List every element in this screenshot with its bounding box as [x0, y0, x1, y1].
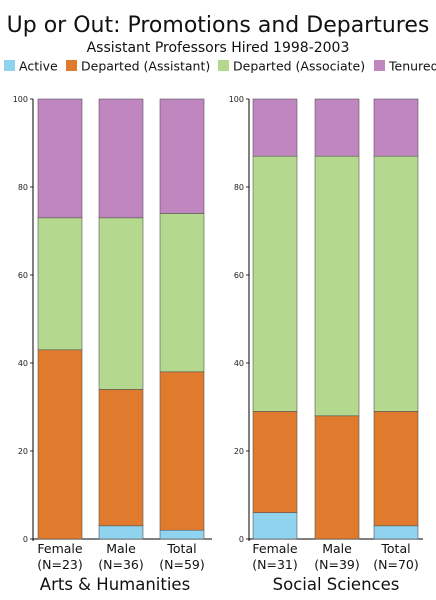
- y-tick-label: 20: [18, 447, 28, 456]
- legend-label-tenured: Tenured: [388, 59, 436, 74]
- bar-segment-departed-associate: [37, 217, 83, 351]
- bar-segment-departed-associate: [98, 217, 144, 390]
- panels: 020406080100Female(N=23)Male(N=36)Total(…: [13, 95, 423, 594]
- bar-segment-departed-associate: [159, 213, 205, 373]
- bar-segment-tenured: [98, 98, 144, 219]
- bar-segment-active: [98, 525, 144, 540]
- y-tick-label: 60: [234, 271, 244, 280]
- chart-title: Up or Out: Promotions and Departures: [7, 13, 430, 38]
- y-tick-label: 40: [18, 359, 28, 368]
- bar-segment-departed-assistant: [314, 415, 360, 540]
- category-label: Total: [166, 541, 196, 556]
- legend-swatch-tenured: [374, 60, 385, 71]
- panel-title-social-sciences: Social Sciences: [273, 575, 400, 594]
- legend-label-active: Active: [19, 59, 58, 74]
- category-count-label: (N=31): [252, 557, 297, 572]
- category-count-label: (N=59): [159, 557, 204, 572]
- bar-segment-active: [159, 529, 205, 540]
- category-count-label: (N=39): [314, 557, 359, 572]
- y-tick-label: 40: [234, 359, 244, 368]
- bar-segment-departed-associate: [314, 155, 360, 417]
- y-tick-label: 20: [234, 447, 244, 456]
- legend-label-departed-associate: Departed (Associate): [233, 59, 365, 74]
- y-tick-label: 60: [18, 271, 28, 280]
- y-tick-label: 100: [229, 95, 244, 104]
- bar-segment-departed-associate: [373, 155, 419, 412]
- legend-label-departed-assistant: Departed (Assistant): [81, 59, 210, 74]
- category-count-label: (N=23): [37, 557, 82, 572]
- bar-segment-active: [373, 525, 419, 540]
- bar-segment-active: [252, 512, 298, 540]
- bar-segment-departed-assistant: [37, 349, 83, 540]
- y-tick-label: 0: [239, 535, 244, 544]
- bar-segment-tenured: [252, 98, 298, 157]
- category-label: Male: [322, 541, 352, 556]
- bar-segment-departed-assistant: [98, 389, 144, 527]
- panel-social-sciences: 0 20 40 60 80 100 Female(N=31) Male(N=39) Total(…: [229, 95, 423, 594]
- bar-segment-tenured: [37, 98, 83, 219]
- panel-title-arts-humanities: Arts & Humanities: [40, 575, 190, 594]
- bar-segment-departed-associate: [252, 155, 298, 412]
- y-tick-label: 80: [18, 183, 28, 192]
- legend-swatch-active: [4, 60, 15, 71]
- y-tick-label: 0: [23, 535, 28, 544]
- bar-segment-tenured: [159, 98, 205, 214]
- bar-segment-departed-assistant: [252, 411, 298, 513]
- chart-subtitle: Assistant Professors Hired 1998-2003: [87, 40, 350, 56]
- bar-segment-tenured: [373, 98, 419, 157]
- bar-segment-tenured: [314, 98, 360, 157]
- bar-segment-departed-assistant: [159, 371, 205, 531]
- y-tick-label: 80: [234, 183, 244, 192]
- category-count-label: (N=36): [98, 557, 143, 572]
- panel-arts-humanities: 0 20 40 60 80 100 Female(N=23) Male(N=36) Total(…: [13, 95, 212, 594]
- category-label: Female: [37, 541, 83, 556]
- bar-segment-departed-assistant: [373, 411, 419, 527]
- category-label: Female: [252, 541, 298, 556]
- category-label: Male: [106, 541, 136, 556]
- category-count-label: (N=70): [373, 557, 418, 572]
- legend-swatch-departed-assistant: [66, 60, 77, 71]
- category-label: Total: [380, 541, 410, 556]
- y-tick-label: 100: [13, 95, 28, 104]
- legend: Active Departed (Assistant) Departed (Asso…: [4, 59, 436, 74]
- legend-swatch-departed-associate: [218, 60, 229, 71]
